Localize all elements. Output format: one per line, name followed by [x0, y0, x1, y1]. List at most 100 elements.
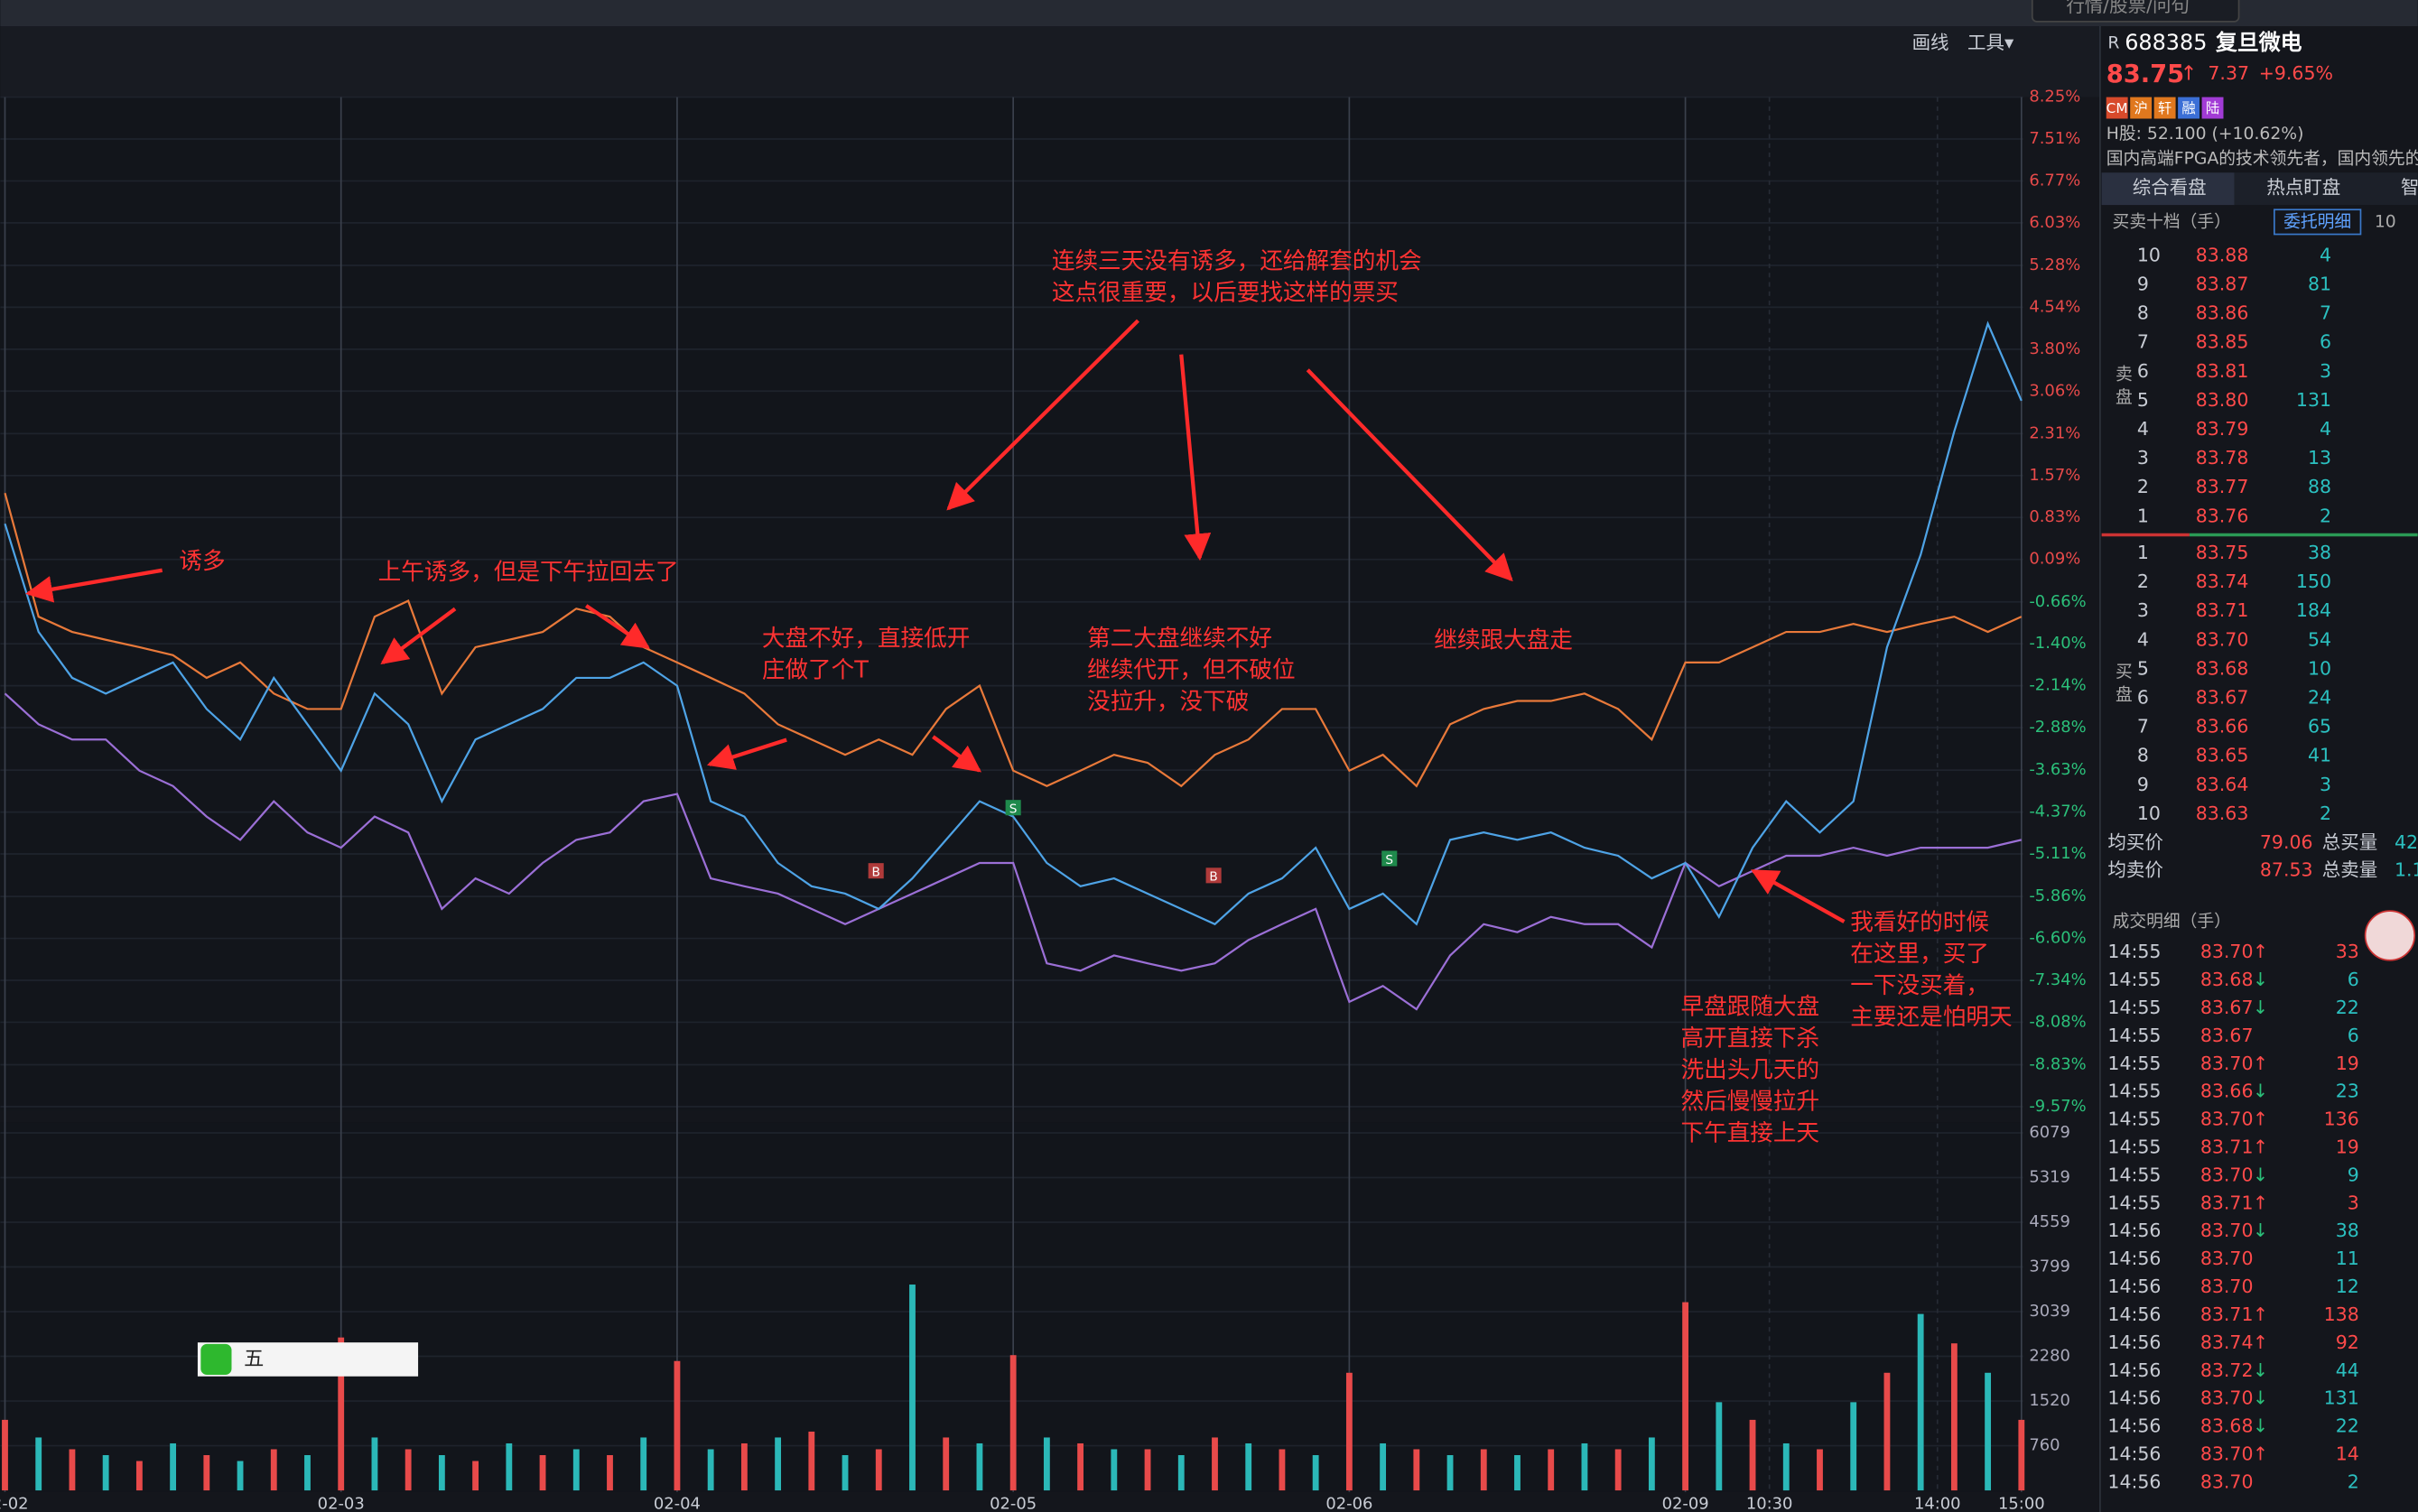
annotation: 诱多 [179, 548, 225, 575]
arrow [1751, 868, 1846, 923]
volume-bar [1648, 1437, 1655, 1491]
price: 83.68 [2196, 657, 2249, 679]
volume: 2 [2320, 802, 2331, 824]
volume: 184 [2296, 599, 2331, 621]
trade-volume: 2 [2348, 1470, 2359, 1492]
y-tick-label: 2.31% [2029, 423, 2080, 442]
tools-button[interactable]: 工具▾ [1967, 32, 2014, 53]
volume-bar [102, 1454, 109, 1491]
volume-bar [1111, 1449, 1118, 1491]
price: 83.78 [2196, 447, 2249, 468]
trade-volume: 138 [2324, 1303, 2359, 1325]
volume-bar [1850, 1402, 1857, 1491]
trade-marker: B [1209, 870, 1217, 885]
side-panel: R 688385 复旦微电83.75↑ 7.37 +9.65%CM 沪轩融陆H股: 52.… [2101, 30, 2418, 1492]
volume-bar [1682, 1302, 1689, 1491]
trade-volume: 23 [2336, 1081, 2359, 1102]
volume-bar [875, 1449, 882, 1491]
volume-bar [976, 1442, 983, 1491]
y-tick-label: 3.80% [2029, 339, 2080, 358]
volume-bar [1716, 1402, 1723, 1491]
ime-mode[interactable]: 五 [244, 1347, 264, 1370]
price: 83.76 [2196, 505, 2249, 526]
trade-direction: ↑ [2253, 1108, 2268, 1130]
volume-bar [371, 1437, 378, 1491]
volume: 10 [2308, 657, 2331, 679]
volume: 65 [2308, 716, 2331, 737]
trade-price: 83.71 [2200, 1192, 2254, 1213]
volume: 2 [2320, 505, 2331, 526]
annotation: 一下没买着， [1850, 972, 1989, 999]
level: 8 [2137, 302, 2149, 324]
trade-marker: S [1009, 802, 1018, 816]
search-box[interactable] [2031, 0, 2240, 23]
summary-value: 87.53 [2260, 859, 2313, 881]
volume-bar [270, 1449, 277, 1491]
detail-button-label: 委托明细 [2283, 211, 2351, 231]
trade-price: 83.70 [2200, 1108, 2254, 1130]
level: 3 [2137, 447, 2149, 468]
arrow [1179, 354, 1212, 561]
level: 7 [2137, 331, 2149, 353]
trade-time: 14:55 [2107, 1025, 2161, 1046]
price: 83.65 [2196, 745, 2249, 766]
volume-bar [1917, 1313, 1924, 1491]
volume-tick-label: 5319 [2029, 1167, 2070, 1186]
volume-bar [304, 1454, 311, 1491]
volume-bar [2, 1419, 8, 1491]
level: 5 [2137, 657, 2149, 679]
tag-badge [2178, 97, 2200, 119]
ime-bar[interactable] [197, 1342, 419, 1377]
buy-label-1: 买 [2116, 663, 2133, 682]
volume-bar [1177, 1454, 1185, 1491]
volume-bar [539, 1454, 546, 1491]
volume-bar [1883, 1372, 1891, 1491]
volume-bar [943, 1437, 950, 1491]
price: 83.79 [2196, 418, 2249, 440]
tag-badge [2153, 97, 2176, 119]
level: 4 [2137, 418, 2149, 440]
trade-marker: S [1385, 853, 1393, 867]
volume-bar [607, 1454, 613, 1491]
price: 83.71 [2196, 599, 2249, 621]
tab[interactable]: 智 [2401, 176, 2418, 198]
avatar[interactable] [2364, 910, 2416, 961]
tab[interactable]: 热点盯盘 [2266, 176, 2340, 198]
volume-tick-label: 3039 [2029, 1302, 2070, 1321]
volume: 3 [2320, 360, 2331, 382]
annotation: 下午直接上天 [1680, 1120, 1819, 1147]
market-prefix: R [2107, 33, 2119, 52]
trade-volume: 12 [2336, 1275, 2359, 1297]
tab-active [2101, 172, 2235, 206]
trade-time: 14:55 [2107, 941, 2161, 962]
trade-price: 83.70 [2200, 1053, 2254, 1074]
trade-volume: 6 [2348, 1025, 2359, 1046]
sell-label-2: 盘 [2116, 387, 2133, 407]
trade-volume: 131 [2324, 1387, 2359, 1409]
trade-price: 83.70 [2200, 1442, 2254, 1464]
y-tick-label: 6.77% [2029, 171, 2080, 190]
volume-bar [572, 1449, 580, 1491]
price: 83.70 [2196, 628, 2249, 650]
summary-total-label: 总卖量 [2322, 859, 2377, 881]
trade-direction: ↓ [2253, 1387, 2268, 1409]
trade-direction: ↑ [2253, 1331, 2268, 1353]
x-tick-label: 02-02 [0, 1494, 29, 1512]
y-tick-label: 3.06% [2029, 381, 2080, 400]
trade-time: 14:56 [2107, 1331, 2161, 1353]
level: 1 [2137, 505, 2149, 526]
trade-price: 83.67 [2200, 997, 2254, 1018]
y-tick-label: -6.60% [2029, 929, 2086, 948]
price: 83.63 [2196, 802, 2249, 824]
level: 7 [2137, 716, 2149, 737]
trade-volume: 11 [2336, 1248, 2359, 1269]
tab[interactable]: 综合看盘 [2133, 176, 2207, 198]
trade-price: 83.68 [2200, 969, 2254, 990]
draw-button[interactable]: 画线 [1912, 32, 1949, 53]
summary-total: 1.17 [2395, 859, 2418, 881]
trade-price: 83.70 [2200, 1220, 2254, 1241]
volume-tick-label: 6079 [2029, 1123, 2070, 1142]
x-tick-label: 02-06 [1325, 1494, 1372, 1512]
trade-time: 14:56 [2107, 1248, 2161, 1269]
company-desc: 国内高端FPGA的技术领先者，国内领先的R [2106, 148, 2418, 168]
